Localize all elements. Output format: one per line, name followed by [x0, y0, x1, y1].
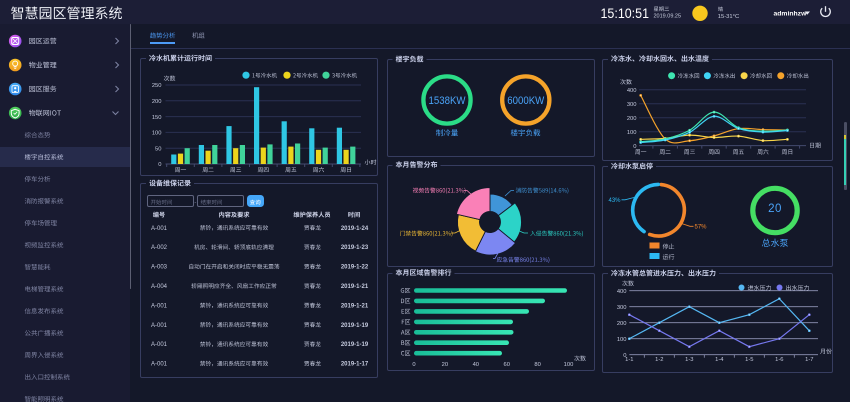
- svg-text:2019-1-17: 2019-1-17: [341, 362, 369, 368]
- svg-text:A-001: A-001: [151, 362, 168, 368]
- svg-text:A-001: A-001: [151, 303, 168, 309]
- svg-text:2019-1-24: 2019-1-24: [341, 226, 369, 232]
- svg-text:80: 80: [534, 362, 540, 368]
- svg-text:300: 300: [627, 102, 637, 108]
- svg-text:100: 100: [152, 131, 162, 137]
- svg-text:2019-1-21: 2019-1-21: [341, 303, 369, 309]
- svg-text:A-001: A-001: [151, 342, 168, 348]
- svg-text:15:10:51: 15:10:51: [601, 5, 650, 21]
- svg-text:1538KW: 1538KW: [429, 95, 467, 107]
- svg-text:150: 150: [152, 115, 162, 121]
- svg-text:1-2: 1-2: [655, 357, 663, 363]
- svg-text:2019-1-22: 2019-1-22: [341, 265, 369, 271]
- svg-text:1-4: 1-4: [715, 357, 724, 363]
- svg-text:200: 200: [627, 116, 637, 122]
- svg-text:300: 300: [617, 305, 627, 311]
- svg-text:43%: 43%: [608, 198, 621, 204]
- svg-text:50: 50: [155, 146, 161, 152]
- svg-text:0: 0: [633, 144, 636, 150]
- svg-text:20: 20: [442, 362, 448, 368]
- svg-text:100: 100: [564, 362, 574, 368]
- svg-text:6000KW: 6000KW: [507, 95, 545, 107]
- svg-text:1-6: 1-6: [775, 357, 783, 363]
- svg-text:2019-1-19: 2019-1-19: [341, 323, 369, 329]
- svg-text:100: 100: [617, 337, 627, 343]
- svg-text:1-5: 1-5: [745, 357, 753, 363]
- svg-text:2019-1-19: 2019-1-19: [341, 342, 369, 348]
- svg-text:100: 100: [627, 130, 637, 136]
- svg-text:1-7: 1-7: [805, 357, 813, 363]
- svg-text:A-001: A-001: [151, 226, 168, 232]
- svg-text:A-001: A-001: [151, 323, 168, 329]
- svg-text:A-002: A-002: [151, 245, 168, 251]
- svg-text:A-004: A-004: [151, 284, 168, 290]
- svg-text:-: -: [194, 200, 196, 206]
- svg-text:20: 20: [768, 203, 782, 215]
- svg-text:0: 0: [623, 353, 626, 359]
- svg-text:400: 400: [617, 289, 627, 295]
- svg-text:200: 200: [617, 321, 627, 327]
- svg-text:60: 60: [503, 362, 509, 368]
- svg-text:1-3: 1-3: [685, 357, 693, 363]
- svg-text:57%: 57%: [695, 224, 708, 230]
- svg-text:1-1: 1-1: [625, 357, 633, 363]
- svg-text:2019-1-21: 2019-1-21: [341, 284, 369, 290]
- svg-text:0: 0: [158, 162, 161, 168]
- svg-text:400: 400: [627, 88, 637, 94]
- svg-text:A-003: A-003: [151, 265, 168, 271]
- svg-text:2019-1-23: 2019-1-23: [341, 245, 369, 251]
- svg-text:0: 0: [412, 362, 415, 368]
- svg-text:adminhzw: adminhzw: [774, 10, 808, 17]
- svg-text:250: 250: [152, 83, 162, 89]
- svg-text:40: 40: [473, 362, 479, 368]
- svg-text:200: 200: [152, 99, 162, 105]
- svg-text:2019.09.25: 2019.09.25: [654, 14, 682, 20]
- svg-text:15-31°C: 15-31°C: [718, 14, 739, 20]
